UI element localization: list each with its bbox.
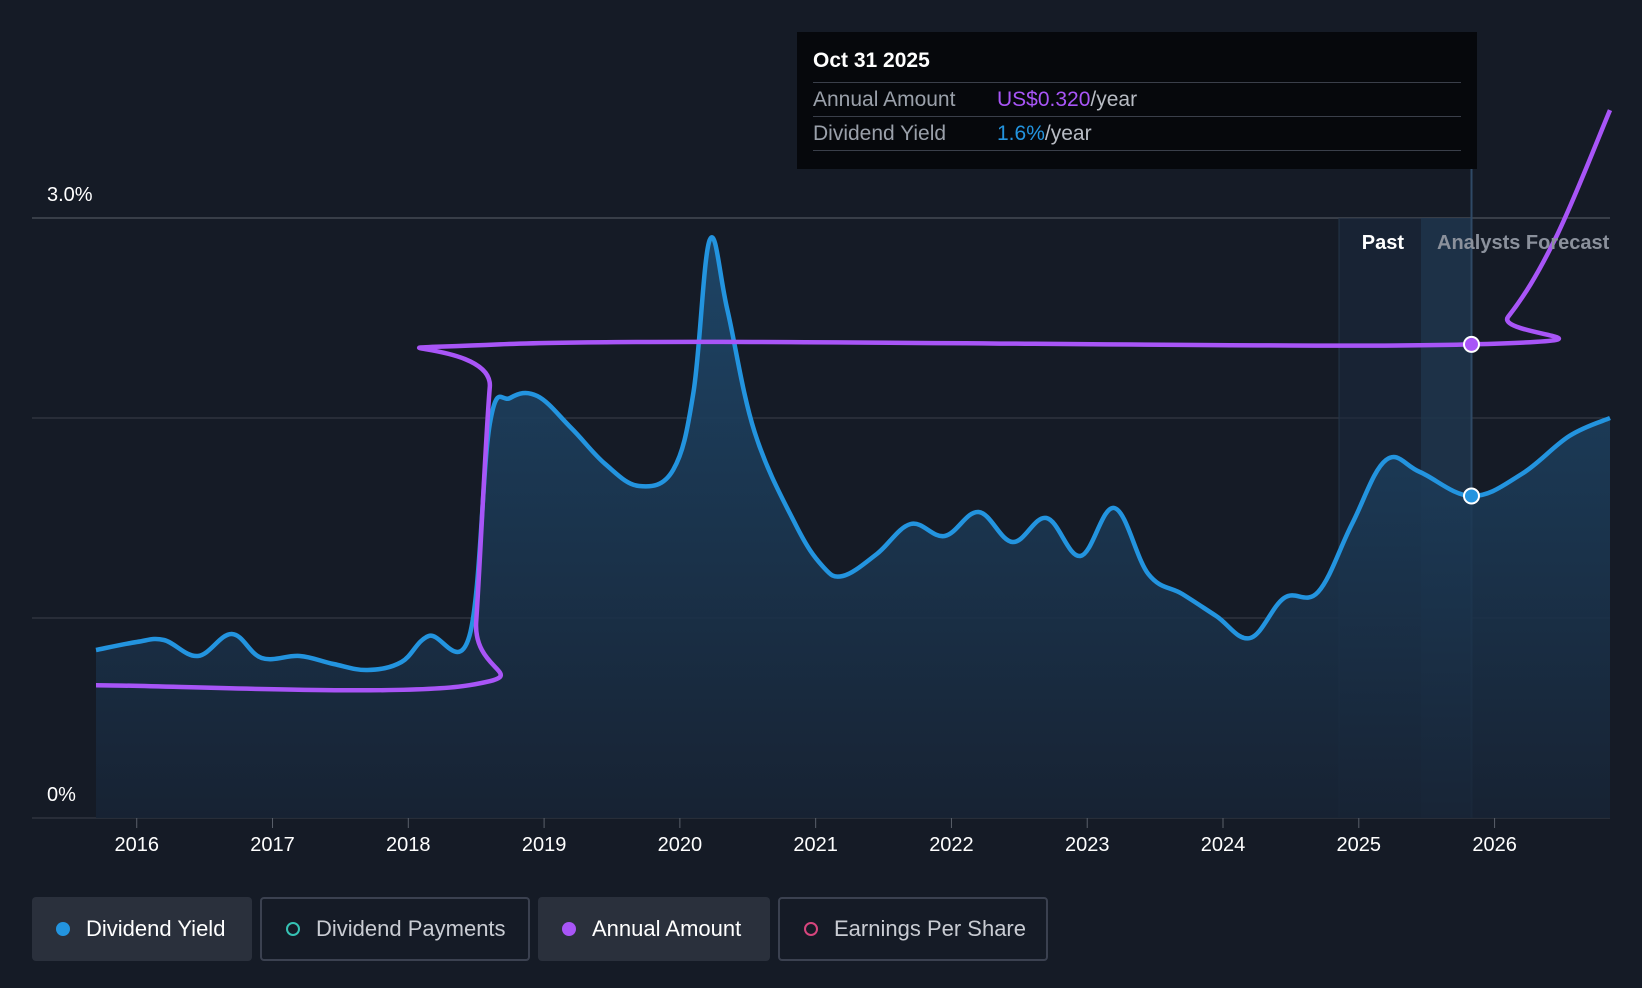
legend-dividend-payments[interactable]: Dividend Payments bbox=[260, 897, 530, 961]
yield-area bbox=[96, 237, 1610, 818]
tooltip-annual-value: US$0.320 bbox=[997, 88, 1091, 111]
tooltip-yield-label: Dividend Yield bbox=[813, 122, 947, 145]
dividend-payments-ring-icon bbox=[286, 922, 300, 936]
tooltip-yield-row: Dividend Yield 1.6% /year bbox=[813, 117, 1461, 151]
dividend-yield-line bbox=[95, 235, 1611, 673]
dividend-yield-marker bbox=[1462, 487, 1480, 505]
y-tick-label-bottom: 0% bbox=[47, 784, 76, 806]
tooltip-annual-unit: /year bbox=[1090, 88, 1138, 111]
x-tick-label: 2023 bbox=[1065, 834, 1110, 856]
tooltip-yield-value: 1.6% bbox=[997, 122, 1045, 145]
x-axis: 2016 2017 2018 2019 2020 2021 2022 2023 2024 2025… bbox=[114, 818, 1517, 856]
tooltip-annual-row: Annual Amount US$0.320 /year bbox=[813, 83, 1461, 117]
tooltip-annual-label: Annual Amount bbox=[813, 88, 956, 111]
analysts-forecast-label: Analysts Forecast bbox=[1437, 232, 1610, 254]
legend-dividend-payments-label: Dividend Payments bbox=[316, 916, 506, 941]
x-tick-label: 2022 bbox=[929, 834, 974, 856]
x-tick-label: 2021 bbox=[793, 834, 838, 856]
x-tick-label: 2024 bbox=[1201, 834, 1246, 856]
legend-dividend-yield-label: Dividend Yield bbox=[86, 916, 226, 941]
annual-amount-line bbox=[95, 109, 1613, 693]
tooltip-date: Oct 31 2025 bbox=[813, 46, 1461, 83]
past-label: Past bbox=[1362, 232, 1405, 254]
tooltip-yield-unit: /year bbox=[1044, 122, 1092, 145]
forecast-label-clip bbox=[1610, 220, 1642, 260]
legend-annual-amount-label: Annual Amount bbox=[592, 916, 742, 941]
dividend-yield-area bbox=[96, 237, 1610, 818]
x-tick-label: 2020 bbox=[658, 834, 703, 856]
x-tick-label: 2016 bbox=[114, 834, 159, 856]
dividend-yield-dot-icon bbox=[56, 922, 70, 936]
x-tick-label: 2026 bbox=[1472, 834, 1517, 856]
legend-annual-amount[interactable]: Annual Amount bbox=[538, 897, 770, 961]
annual-amount-dot-icon bbox=[562, 922, 576, 936]
x-tick-label: 2025 bbox=[1337, 834, 1382, 856]
earnings-per-share-ring-icon bbox=[804, 922, 818, 936]
series-lines bbox=[95, 109, 1613, 693]
y-tick-label-top: 3.0% bbox=[47, 184, 93, 206]
series-markers bbox=[1462, 335, 1480, 505]
axis-labels: 3.0% 0% Past Analysts Forecast bbox=[47, 184, 1642, 806]
legend-dividend-yield[interactable]: Dividend Yield bbox=[32, 897, 252, 961]
x-tick-label: 2019 bbox=[522, 834, 567, 856]
annual-amount-marker bbox=[1462, 335, 1480, 353]
legend-earnings-per-share-label: Earnings Per Share bbox=[834, 916, 1026, 941]
x-tick-label: 2017 bbox=[250, 834, 295, 856]
legend-earnings-per-share[interactable]: Earnings Per Share bbox=[778, 897, 1048, 961]
tooltip: Oct 31 2025 Annual Amount US$0.320 /year… bbox=[797, 32, 1477, 169]
x-tick-label: 2018 bbox=[386, 834, 431, 856]
